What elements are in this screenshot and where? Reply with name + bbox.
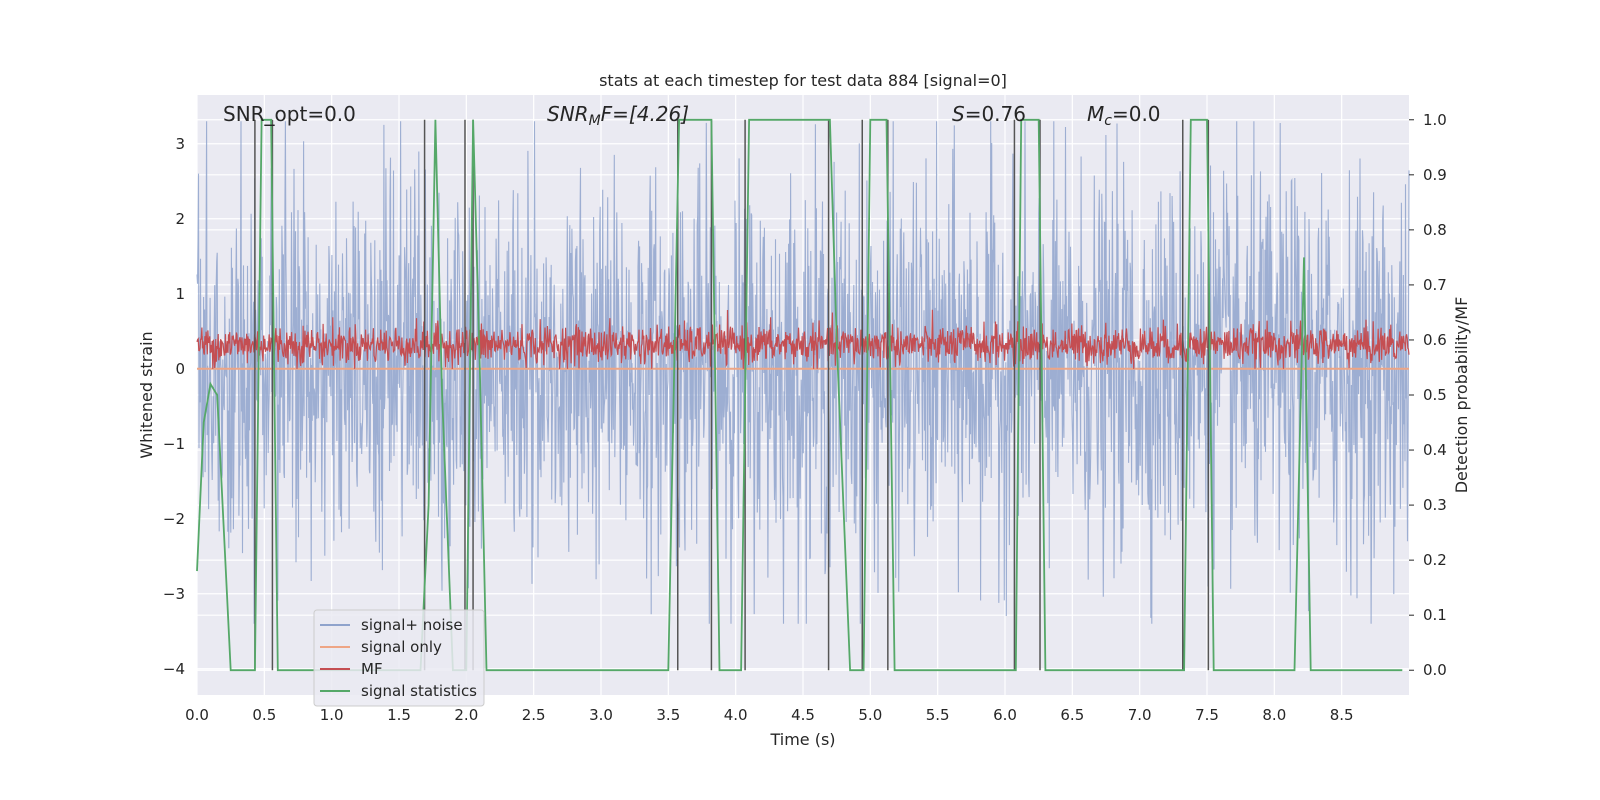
y-right-tick-label: 0.3 — [1423, 496, 1447, 514]
x-tick-label: 8.0 — [1262, 706, 1286, 724]
y-left-tick-label: 2 — [175, 210, 185, 228]
x-tick-label: 1.0 — [320, 706, 344, 724]
x-tick-label: 2.0 — [454, 706, 478, 724]
snr-mf-sub: M — [589, 113, 601, 129]
s-rest: =0.76 — [965, 102, 1026, 126]
legend: signal+ noise signal only MF signal stat… — [313, 609, 485, 707]
y-left-tick-label: −1 — [163, 435, 185, 453]
y-right-tick-label: 0.8 — [1423, 221, 1447, 239]
x-tick-label: 1.5 — [387, 706, 411, 724]
s-italic: S — [952, 102, 965, 126]
x-axis-label: Time (s) — [769, 730, 835, 749]
x-tick-label: 5.5 — [926, 706, 950, 724]
y-left-tick-label: −3 — [163, 585, 185, 603]
y-left-tick-label: −4 — [163, 660, 185, 678]
series-signal-statistics — [196, 118, 1403, 672]
series-mf-line — [196, 309, 1410, 369]
y-left-tick-label: 0 — [175, 360, 185, 378]
series-mf — [196, 309, 1410, 369]
y-right-tick-label: 0.9 — [1423, 166, 1447, 184]
annotation-snr-opt: SNR_opt=0.0 — [223, 102, 356, 126]
y-right-tick-label: 0.0 — [1423, 661, 1447, 679]
x-tick-label: 3.5 — [656, 706, 680, 724]
legend-label-signal-noise: signal+ noise — [361, 616, 463, 634]
annotation-mc: Mc=0.0 — [1087, 102, 1161, 129]
x-tick-label: 3.0 — [589, 706, 613, 724]
chart-title: stats at each timestep for test data 884… — [599, 71, 1007, 90]
y-axis-label-left: Whitened strain — [137, 331, 156, 458]
x-tick-label: 4.5 — [791, 706, 815, 724]
x-tick-label: 5.0 — [858, 706, 882, 724]
snr-mf-rest: F=[4.26] — [601, 102, 689, 126]
x-tick-label: 7.5 — [1195, 706, 1219, 724]
x-tick-label: 4.0 — [724, 706, 748, 724]
y-right-tick-label: 0.7 — [1423, 276, 1447, 294]
y-axis-label-right: Detection probability/MF — [1452, 297, 1471, 494]
y-right-tick-label: 0.4 — [1423, 441, 1447, 459]
y-right-tick-label: 0.2 — [1423, 551, 1447, 569]
x-tick-label: 2.5 — [522, 706, 546, 724]
x-tick-label: 8.5 — [1330, 706, 1354, 724]
mc-sub: c — [1104, 113, 1112, 129]
y-right-tick-label: 0.1 — [1423, 606, 1447, 624]
y-right-tick-label: 0.6 — [1423, 331, 1447, 349]
legend-box — [313, 609, 485, 707]
legend-label-mf: MF — [361, 660, 383, 678]
series-signal-noise-line — [196, 121, 1410, 624]
y-left-tick-label: 3 — [175, 135, 185, 153]
x-tick-label: 0.0 — [185, 706, 209, 724]
x-tick-label: 6.5 — [1060, 706, 1084, 724]
series-signal-statistics-line — [196, 118, 1403, 672]
annotation-s: S=0.76 — [952, 102, 1026, 126]
y-right-tick-label: 0.5 — [1423, 386, 1447, 404]
tick-labels: 0.0 0.5 1.0 1.5 2.0 2.5 3.0 3.5 4.0 4.5 5.0 5.5 6.0 6… — [163, 111, 1447, 724]
mc-italic: M — [1087, 102, 1104, 126]
series-signal-noise — [196, 121, 1410, 624]
x-tick-label: 0.5 — [252, 706, 276, 724]
x-tick-label: 7.0 — [1128, 706, 1152, 724]
annotation-snr-mf: SNRMF=[4.26] — [547, 102, 689, 129]
mc-rest: =0.0 — [1112, 102, 1161, 126]
snr-mf-italic: SNR — [547, 102, 589, 126]
y-left-tick-label: 1 — [175, 285, 185, 303]
y-left-tick-label: −2 — [163, 510, 185, 528]
legend-label-signal-only: signal only — [361, 638, 442, 656]
y-right-tick-label: 1.0 — [1423, 111, 1447, 129]
legend-label-signal-statistics: signal statistics — [361, 682, 477, 700]
x-tick-label: 6.0 — [993, 706, 1017, 724]
